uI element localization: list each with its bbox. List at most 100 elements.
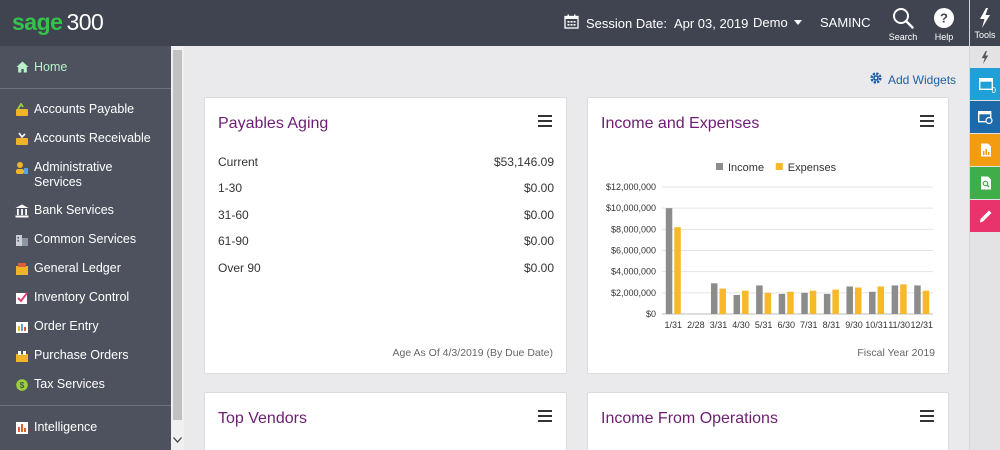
bar-income bbox=[823, 293, 831, 314]
window-clock-tile[interactable] bbox=[970, 101, 1000, 133]
logo-number: 300 bbox=[66, 9, 104, 35]
window-clock-icon bbox=[978, 110, 993, 124]
sidebar-item-common-services[interactable]: Common Services bbox=[0, 232, 171, 247]
chevron-down-icon[interactable] bbox=[173, 430, 182, 448]
sidebar-item-label: Intelligence bbox=[34, 420, 98, 434]
notification-count: 0 bbox=[991, 86, 996, 95]
report-tile[interactable] bbox=[970, 134, 1000, 166]
y-tick-label: $10,000,000 bbox=[606, 203, 656, 213]
menu-icon[interactable] bbox=[538, 410, 552, 422]
sidebar-item-label: Inventory Control bbox=[34, 290, 130, 304]
bar-expenses bbox=[764, 292, 772, 314]
x-tick-label: 8/31 bbox=[823, 320, 841, 330]
aging-row[interactable]: 1-30 $0.00 bbox=[218, 181, 554, 195]
menu-icon[interactable] bbox=[920, 115, 934, 127]
aging-row[interactable]: Current $53,146.09 bbox=[218, 155, 554, 169]
sidebar-item-intelligence[interactable]: Intelligence bbox=[0, 420, 171, 435]
calendar-icon bbox=[564, 14, 579, 32]
bar-income bbox=[869, 291, 876, 314]
bar-expenses bbox=[674, 227, 681, 314]
company-selector[interactable]: Demo bbox=[753, 15, 802, 30]
x-tick-label: 4/30 bbox=[732, 320, 750, 330]
order-entry-icon bbox=[12, 320, 32, 334]
sidebar-item-accounts-payable[interactable]: Accounts Payable bbox=[0, 102, 171, 117]
payables-aging-widget: Payables Aging Current $53,146.09 1-30 $… bbox=[204, 97, 567, 374]
y-tick-label: $2,000,000 bbox=[611, 288, 656, 298]
lightning-small-icon[interactable] bbox=[970, 46, 1000, 68]
admin-services-icon bbox=[12, 161, 32, 175]
session-date[interactable]: Session Date: Apr 03, 2019 bbox=[564, 14, 748, 32]
sidebar-item-label: Order Entry bbox=[34, 319, 99, 333]
session-label: Session Date: bbox=[586, 15, 667, 31]
accounts-receivable-icon bbox=[12, 132, 32, 146]
sidebar-item-general-ledger[interactable]: General Ledger bbox=[0, 261, 171, 276]
aging-row[interactable]: 31-60 $0.00 bbox=[218, 208, 554, 222]
tools-button[interactable]: Tools bbox=[970, 0, 1000, 46]
window-icon bbox=[978, 78, 993, 90]
widget-title: Income and Expenses bbox=[601, 115, 760, 132]
search-button[interactable]: Search bbox=[884, 6, 922, 42]
sidebar: Home Accounts Payable Accounts Receivabl… bbox=[0, 46, 171, 450]
bar-income bbox=[846, 286, 853, 314]
pen-tile[interactable] bbox=[970, 200, 1000, 232]
menu-icon[interactable] bbox=[920, 410, 934, 422]
sidebar-scrollbar[interactable] bbox=[171, 46, 184, 450]
menu-icon[interactable] bbox=[538, 115, 552, 127]
y-tick-label: $6,000,000 bbox=[611, 246, 656, 256]
income-expenses-widget: Income and Expenses Income Expenses $12,00… bbox=[587, 97, 949, 374]
sidebar-item-bank-services[interactable]: Bank Services bbox=[0, 203, 171, 218]
sidebar-item-label: Common Services bbox=[34, 232, 137, 246]
x-tick-label: 2/28 bbox=[687, 320, 705, 330]
bar-expenses bbox=[742, 290, 749, 314]
sidebar-divider bbox=[0, 88, 171, 89]
tools-rail: Tools 0 bbox=[969, 0, 1000, 450]
pen-icon bbox=[980, 210, 992, 222]
document-search-tile[interactable] bbox=[970, 167, 1000, 199]
document-search-icon bbox=[980, 176, 991, 190]
add-widgets-label: Add Widgets bbox=[888, 72, 957, 87]
x-tick-label: 6/30 bbox=[777, 320, 795, 330]
sidebar-item-order-entry[interactable]: Order Entry bbox=[0, 319, 171, 334]
bar-income bbox=[801, 292, 808, 314]
add-widgets-link[interactable]: Add Widgets bbox=[869, 71, 956, 88]
sidebar-item-label: General Ledger bbox=[34, 261, 121, 275]
tax-icon: $ bbox=[12, 378, 32, 392]
bank-icon bbox=[12, 204, 32, 218]
scrollbar-thumb[interactable] bbox=[173, 50, 182, 420]
report-icon bbox=[980, 143, 991, 157]
user-name[interactable]: SAMINC bbox=[820, 15, 871, 30]
sidebar-item-administrative-services[interactable]: Administrative Services bbox=[0, 160, 171, 190]
sidebar-item-label: Accounts Receivable bbox=[34, 131, 151, 145]
legend-swatch bbox=[716, 163, 723, 170]
aging-row[interactable]: 61-90 $0.00 bbox=[218, 234, 554, 248]
accounts-payable-icon bbox=[12, 103, 32, 117]
sidebar-item-tax-services[interactable]: $ Tax Services bbox=[0, 377, 171, 392]
x-tick-label: 5/31 bbox=[755, 320, 773, 330]
aging-value: $0.00 bbox=[523, 234, 554, 248]
bar-income bbox=[733, 294, 741, 314]
sidebar-item-home[interactable]: Home bbox=[0, 60, 171, 75]
widget-title: Top Vendors bbox=[218, 410, 307, 427]
logo-primary: sage bbox=[12, 9, 63, 35]
aging-row[interactable]: Over 90 $0.00 bbox=[218, 261, 554, 275]
bar-expenses bbox=[787, 291, 794, 314]
session-date-value: Apr 03, 2019 bbox=[673, 15, 749, 31]
income-operations-widget: Income From Operations bbox=[587, 392, 949, 450]
aging-footnote: Age As Of 4/3/2019 (By Due Date) bbox=[392, 347, 553, 359]
aging-value: $53,146.09 bbox=[493, 155, 554, 169]
aging-label: 31-60 bbox=[218, 208, 249, 222]
sidebar-item-accounts-receivable[interactable]: Accounts Receivable bbox=[0, 131, 171, 146]
x-tick-label: 7/31 bbox=[800, 320, 818, 330]
aging-label: 1-30 bbox=[218, 181, 243, 195]
help-button[interactable]: ? Help bbox=[925, 6, 963, 42]
bar-income bbox=[710, 283, 718, 314]
bar-income bbox=[891, 285, 899, 314]
sidebar-item-purchase-orders[interactable]: Purchase Orders bbox=[0, 348, 171, 363]
sidebar-item-inventory-control[interactable]: Inventory Control bbox=[0, 290, 171, 305]
general-ledger-icon bbox=[12, 262, 32, 276]
bar-expenses bbox=[922, 290, 930, 314]
sage-logo[interactable]: sage 300 bbox=[12, 9, 104, 36]
notifications-tile[interactable]: 0 bbox=[970, 68, 1000, 100]
aging-value: $0.00 bbox=[523, 261, 554, 275]
legend-label: Expenses bbox=[788, 162, 837, 174]
